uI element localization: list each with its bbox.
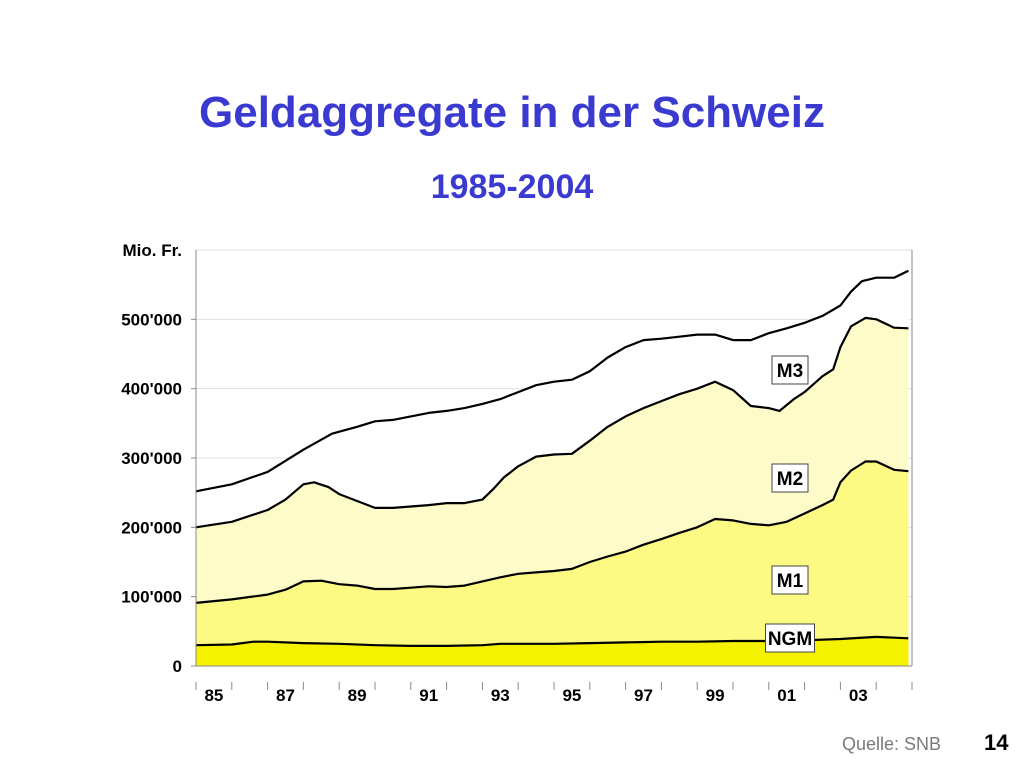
line-m1 (195, 460, 909, 604)
series-label-ngm: NGM (765, 623, 815, 653)
area-m1 (196, 461, 909, 666)
series-label-text: NGM (768, 629, 812, 650)
x-tick-label: 93 (491, 686, 510, 705)
x-tick-label: 97 (634, 686, 653, 705)
series-label-m3: M3 (771, 355, 809, 385)
series-label-text: M3 (777, 361, 803, 382)
slide-title: Geldaggregate in der Schweiz (199, 88, 825, 137)
line-m2 (195, 316, 909, 529)
slide-subtitle: 1985-2004 (430, 168, 594, 206)
x-tick-label: 99 (706, 686, 725, 705)
x-tick-label: 95 (562, 686, 581, 705)
series-label-m1: M1 (771, 565, 809, 595)
y-tick-label: 500'000 (121, 310, 182, 329)
y-tick-label: 400'000 (121, 380, 182, 399)
y-tick-label: 0 (173, 657, 182, 676)
series-labels: M3 M2 M1 NGM (765, 355, 815, 653)
series-label-text: M1 (777, 571, 804, 592)
x-tick-label: 85 (204, 686, 223, 705)
series-label-text: M2 (777, 469, 803, 490)
line-m3 (195, 269, 909, 493)
x-tick-labels: 85 87 89 91 93 95 97 99 01 03 (204, 686, 867, 705)
source-note: Quelle: SNB (842, 734, 942, 754)
series-areas (195, 269, 909, 666)
y-tick-labels: 0 100'000 200'000 300'000 400'000 500'000 (121, 310, 182, 676)
y-tick-label: 200'000 (121, 518, 182, 537)
series-label-box (771, 565, 809, 595)
series-label-m2: M2 (771, 463, 809, 493)
x-tick-label: 01 (777, 686, 796, 705)
x-tick-label: 03 (849, 686, 868, 705)
y-axis-label: Mio. Fr. (123, 241, 183, 260)
series-label-box (765, 623, 815, 653)
series-label-box (771, 463, 809, 493)
area-ngm (196, 636, 909, 666)
page-number: 14 (984, 730, 1009, 755)
axes (191, 250, 913, 690)
y-tick-label: 100'000 (121, 588, 182, 607)
x-tick-label: 89 (348, 686, 367, 705)
series-label-box (771, 355, 809, 385)
x-tick-label: 91 (419, 686, 438, 705)
x-tick-label: 87 (276, 686, 295, 705)
y-tick-label: 300'000 (121, 449, 182, 468)
